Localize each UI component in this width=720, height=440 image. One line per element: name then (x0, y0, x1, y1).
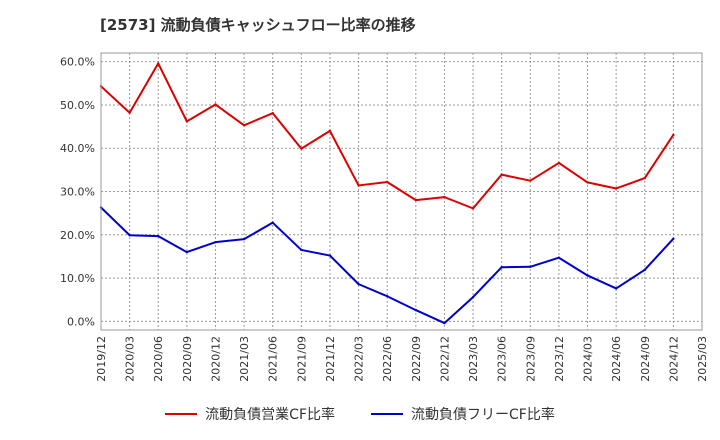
data-point-series-2 (529, 265, 532, 269)
x-tick-label: 2020/06 (152, 336, 165, 382)
data-point-series-1 (242, 124, 246, 127)
x-tick-label: 2020/09 (181, 336, 194, 382)
data-point-series-2 (414, 308, 418, 312)
data-point-series-2 (300, 248, 303, 252)
x-tick-label: 2020/12 (209, 336, 222, 382)
y-tick-label: 20.0% (60, 229, 95, 242)
x-tick-label: 2021/03 (238, 336, 251, 382)
data-point-series-1 (672, 133, 675, 137)
data-point-series-1 (185, 120, 189, 123)
x-tick-label: 2024/03 (582, 336, 595, 382)
data-point-series-2 (557, 256, 561, 259)
y-tick-label: 40.0% (60, 142, 95, 155)
data-point-series-2 (214, 240, 217, 244)
x-tick-label: 2025/03 (696, 336, 709, 382)
data-point-series-2 (242, 237, 246, 241)
data-point-series-1 (328, 129, 332, 133)
x-tick-label: 2023/12 (553, 336, 566, 382)
data-point-series-2 (185, 250, 189, 254)
data-point-series-1 (586, 181, 589, 184)
data-point-series-2 (271, 221, 274, 224)
x-tick-label: 2021/06 (267, 336, 280, 382)
x-tick-label: 2020/03 (124, 336, 137, 382)
data-point-series-1 (471, 207, 475, 210)
data-point-series-2 (128, 234, 131, 237)
data-point-series-2 (586, 274, 589, 277)
data-point-series-1 (557, 161, 561, 165)
data-point-series-2 (471, 295, 475, 299)
data-point-series-1 (357, 184, 360, 187)
legend-swatch-free-cf (371, 413, 403, 415)
y-tick-label: 30.0% (60, 186, 95, 199)
y-tick-label: 0.0% (67, 315, 95, 328)
x-tick-label: 2019/12 (95, 336, 108, 382)
plot-frame (100, 52, 703, 331)
data-point-series-1 (643, 176, 646, 180)
x-tick-label: 2022/09 (410, 336, 423, 382)
data-point-series-1 (443, 195, 446, 199)
data-point-series-1 (128, 111, 131, 114)
legend-label-free-cf: 流動負債フリーCF比率 (411, 407, 555, 423)
x-tick-label: 2022/03 (353, 336, 366, 382)
data-point-series-2 (157, 234, 160, 238)
data-point-series-1 (529, 179, 532, 182)
legend: 流動負債営業CF比率 流動負債フリーCF比率 (0, 404, 720, 424)
x-tick-label: 2023/06 (496, 336, 509, 382)
data-point-series-1 (385, 180, 389, 184)
chart-title: [2573] 流動負債キャッシュフロー比率の推移 (100, 16, 416, 34)
y-tick-label: 50.0% (60, 99, 95, 112)
x-tick-label: 2021/09 (295, 336, 308, 382)
legend-item-operating-cf: 流動負債営業CF比率 (165, 404, 335, 424)
x-tick-label: 2024/12 (667, 336, 680, 382)
data-point-series-1 (414, 198, 418, 202)
y-tick-label: 60.0% (60, 56, 95, 69)
x-tick-label: 2022/06 (381, 336, 394, 382)
data-point-series-2 (643, 268, 646, 272)
data-point-series-1 (157, 62, 160, 65)
data-point-series-2 (385, 295, 389, 298)
data-point-series-2 (328, 254, 332, 257)
data-point-series-2 (357, 282, 360, 286)
x-tick-label: 2024/09 (639, 336, 652, 382)
data-point-series-1 (614, 187, 618, 190)
data-point-series-1 (500, 173, 503, 176)
x-tick-label: 2021/12 (324, 336, 337, 382)
x-tick-label: 2023/03 (467, 336, 480, 382)
x-tick-label: 2023/09 (524, 336, 537, 382)
data-point-series-2 (443, 321, 446, 325)
x-tick-label: 2024/06 (610, 336, 623, 382)
legend-item-free-cf: 流動負債フリーCF比率 (371, 404, 555, 424)
data-point-series-1 (271, 111, 274, 115)
legend-swatch-operating-cf (165, 413, 198, 415)
data-point-series-1 (214, 103, 217, 106)
data-point-series-1 (300, 147, 303, 150)
data-point-series-2 (500, 266, 503, 269)
y-tick-label: 10.0% (60, 272, 95, 285)
x-tick-label: 2022/12 (438, 336, 451, 382)
legend-label-operating-cf: 流動負債営業CF比率 (205, 407, 335, 423)
data-point-series-2 (614, 287, 618, 290)
data-point-series-2 (672, 237, 675, 240)
